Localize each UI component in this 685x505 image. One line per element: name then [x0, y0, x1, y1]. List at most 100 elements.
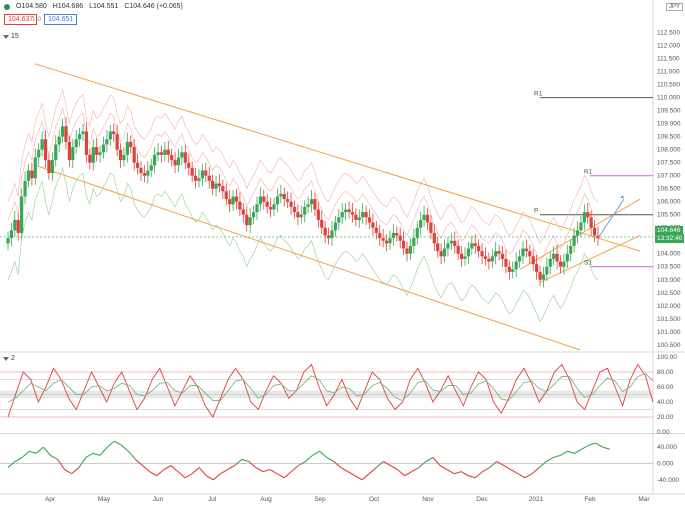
candle-body — [115, 134, 119, 150]
momentum-line-segment — [198, 467, 207, 477]
candle-body — [412, 238, 416, 246]
osc-tick-label: 0.00 — [657, 429, 670, 436]
momentum-line-segment — [574, 448, 582, 454]
momentum-line-segment — [368, 467, 377, 475]
collapse-caret-icon[interactable] — [3, 356, 9, 361]
candle-body — [470, 243, 474, 249]
candle-body — [589, 217, 593, 228]
candle-body — [442, 248, 447, 257]
momentum-line-segment — [142, 465, 151, 473]
candle-body — [347, 209, 351, 213]
price-tick-label: 111.000 — [657, 69, 680, 76]
candle-body — [275, 196, 280, 205]
candle-body — [395, 232, 399, 236]
candle-body — [309, 199, 314, 205]
candle-body — [422, 214, 426, 220]
price-tick-label: 103.500 — [657, 264, 681, 271]
momentum-line-segment — [510, 469, 519, 475]
momentum-line-segment — [276, 473, 285, 479]
candle-body — [398, 235, 402, 241]
momentum-line-segment — [553, 454, 561, 458]
candle-body — [487, 258, 491, 262]
candle-body — [463, 256, 467, 259]
momentum-line-segment — [319, 450, 328, 458]
momentum-line-segment — [361, 473, 370, 481]
candle-body — [190, 167, 194, 176]
candle-body — [245, 214, 249, 226]
momentum-line-segment — [298, 460, 306, 467]
price-tick-label: 103.000 — [657, 277, 681, 284]
momentum-tick-label: -40.000 — [657, 477, 679, 484]
sell-price-button[interactable]: 104.637 — [4, 14, 38, 25]
price-tick-label: 109.000 — [657, 121, 681, 128]
momentum-line-segment — [383, 460, 391, 467]
momentum-line-segment — [595, 442, 604, 448]
candle-body — [224, 191, 228, 200]
candle-body — [228, 199, 232, 205]
time-tick-label: Feb — [584, 496, 596, 503]
candle-body — [200, 170, 204, 179]
candle-body — [204, 170, 208, 176]
candle-body — [357, 217, 361, 220]
candle-body — [374, 227, 378, 233]
momentum-line-segment — [177, 471, 186, 479]
oscillator-line — [7, 372, 654, 403]
candle-body — [500, 253, 505, 259]
momentum-line-segment — [404, 471, 412, 477]
candle-body — [313, 199, 317, 210]
channel-upper-line — [34, 63, 641, 252]
candle-body — [159, 152, 164, 155]
candle-body — [384, 240, 389, 244]
candle-body — [23, 180, 27, 197]
momentum-line-segment — [21, 450, 30, 458]
price-tick-label: 107.000 — [657, 173, 681, 180]
candle-body — [569, 245, 573, 254]
momentum-line-segment — [581, 444, 590, 450]
momentum-line-segment — [227, 465, 235, 471]
candle-body — [286, 199, 290, 202]
candle-body — [37, 149, 41, 158]
candle-body — [262, 196, 266, 202]
time-tick-label: Oct — [369, 496, 379, 503]
collapse-caret-icon[interactable] — [3, 34, 9, 39]
momentum-line-segment — [326, 456, 335, 462]
candle-body — [81, 131, 85, 135]
countdown-tag: 13:32:40 — [655, 234, 685, 243]
momentum-line-segment — [411, 467, 420, 473]
candle-body — [95, 147, 99, 155]
candle-body — [258, 196, 262, 205]
candle-body — [248, 217, 252, 226]
candle-body — [535, 264, 539, 272]
candle-body — [439, 251, 443, 257]
candle-body — [582, 212, 586, 223]
momentum-line-segment — [220, 469, 228, 475]
candle-body — [57, 136, 61, 145]
candle-body — [170, 154, 174, 161]
candle-body — [490, 256, 494, 262]
price-tick-label: 112.500 — [657, 30, 680, 37]
candle-body — [197, 178, 201, 181]
momentum-line-segment — [163, 465, 172, 471]
candle-body — [306, 204, 310, 207]
buy-price-button[interactable]: 104.651 — [44, 14, 78, 25]
candle-body — [238, 201, 242, 210]
candle-body — [207, 175, 211, 181]
candle-body — [88, 154, 92, 163]
candle-body — [149, 165, 153, 171]
candle-body — [173, 160, 177, 166]
candle-body — [538, 271, 542, 280]
candle-body — [139, 167, 143, 174]
momentum-line-segment — [14, 456, 23, 462]
momentum-line-segment — [340, 467, 349, 473]
osc-pane-tag[interactable]: 2 — [3, 355, 15, 362]
candle-body — [33, 157, 37, 179]
momentum-line-segment — [85, 452, 94, 458]
candle-body — [296, 212, 300, 218]
momentum-line-segment — [156, 469, 165, 477]
main-pane-tag[interactable]: 15 — [3, 33, 19, 40]
momentum-line-segment — [120, 444, 129, 452]
candle-body — [531, 256, 535, 265]
time-tick-label: Nov — [422, 496, 434, 503]
